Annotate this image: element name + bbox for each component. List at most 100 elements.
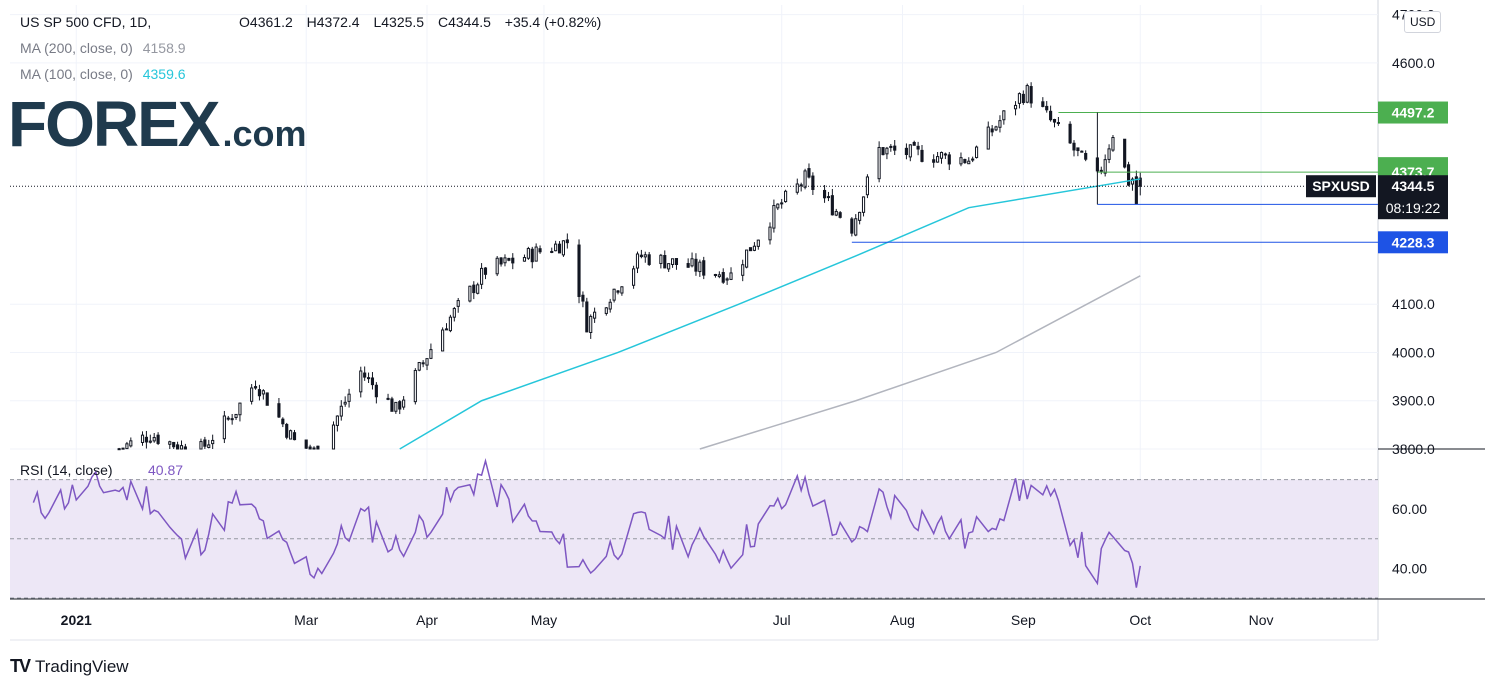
candle-body [768,226,772,241]
ma200-label: MA (200, close, 0) [20,40,133,56]
candle-body [476,284,480,294]
candle-body [402,399,406,408]
candle-body [674,258,679,265]
candle-body [643,254,647,258]
candle-body [289,430,293,440]
candle-body [468,285,472,302]
price-tick-label: 4100.0 [1392,296,1435,312]
candle-body [947,154,951,165]
candle-body [998,120,1002,128]
rsi-tick-label: 60.00 [1392,501,1427,517]
high-value: H4372.4 [306,14,360,30]
candle-body [795,183,799,193]
candle-body [386,397,390,400]
candle-body [756,239,760,247]
candle-body [538,248,542,253]
candle-body [1084,152,1088,160]
time-tick-label: Mar [294,612,318,628]
candle-body [183,446,187,450]
candle-body [967,160,971,165]
forex-logo: FOREX .com [8,92,307,162]
candle-body [335,415,339,426]
candle-body [117,448,121,451]
candle-body [1076,147,1080,152]
candle-body [1080,150,1084,153]
candle-body [838,212,842,218]
candle-body [725,278,729,281]
candle-body [1107,148,1111,160]
candle-body [745,249,749,268]
candle-body [698,261,702,273]
candle-body [811,175,815,190]
candle-body [1072,142,1076,151]
candle-body [207,444,211,448]
price-tick-label: 4000.0 [1392,344,1435,360]
candle-body [226,417,230,420]
candle-body [257,389,262,397]
rsi-title: RSI (14, close) [20,462,113,478]
candle-body [1041,101,1045,107]
candle-body [990,128,994,133]
candle-body [211,439,215,445]
candle-body [1049,110,1053,121]
candle-body [639,254,643,258]
candle-body [398,401,402,410]
currency-badge[interactable]: USD [1404,11,1442,33]
candle-body [394,401,398,412]
tradingview-logo[interactable]: TV TradingView [10,656,129,677]
price-tick-label: 3800.0 [1392,441,1435,457]
candle-body [417,362,421,371]
time-tick-label: Sep [1011,612,1036,628]
time-tick-label: May [531,612,557,628]
candle-body [554,243,558,252]
candle-body [881,147,885,156]
candle-body [522,257,527,262]
candle-body [203,439,207,447]
candle-body [916,145,920,150]
candle-body [148,440,152,443]
candle-body [238,402,242,416]
current-price-label: 4344.5 [1392,178,1435,194]
level-price-tag [1378,101,1448,124]
candle-body [1099,169,1103,172]
candle-body [861,196,866,213]
candle-body [499,257,503,265]
time-tick-label: 2021 [61,612,92,628]
candle-body [285,423,289,438]
candle-body [250,387,254,402]
candle-body [834,210,838,216]
candle-body [557,243,562,254]
candle-body [125,443,129,450]
candle-body [495,257,499,275]
candle-body [121,447,125,450]
candle-body [1138,177,1142,187]
candle-body [717,274,721,278]
candle-body [179,445,184,450]
candle-body [854,218,858,236]
candle-body [534,246,538,262]
candle-body [359,370,363,393]
candle-body [152,437,156,442]
candle-body [912,141,916,146]
candle-body [932,159,936,163]
ma200-legend[interactable]: MA (200, close, 0) 4158.9 [20,40,186,56]
candle-body [1111,137,1115,151]
candle-body [230,418,234,421]
rsi-line [32,457,1141,588]
candle-body [441,329,445,352]
ma100-legend[interactable]: MA (100, close, 0) 4359.6 [20,66,186,82]
candle-body [234,413,238,418]
candle-body [659,254,663,265]
candle-body [222,415,226,440]
candle-body [608,301,612,310]
time-tick-label: Aug [890,612,915,628]
candle-body [822,189,827,199]
candle-body [480,267,484,285]
rsi-value: 40.87 [148,462,183,478]
candle-body [483,267,488,275]
candle-body [140,434,145,443]
candle-body [452,308,456,318]
candle-body [1045,105,1049,111]
candle-body [156,434,160,444]
